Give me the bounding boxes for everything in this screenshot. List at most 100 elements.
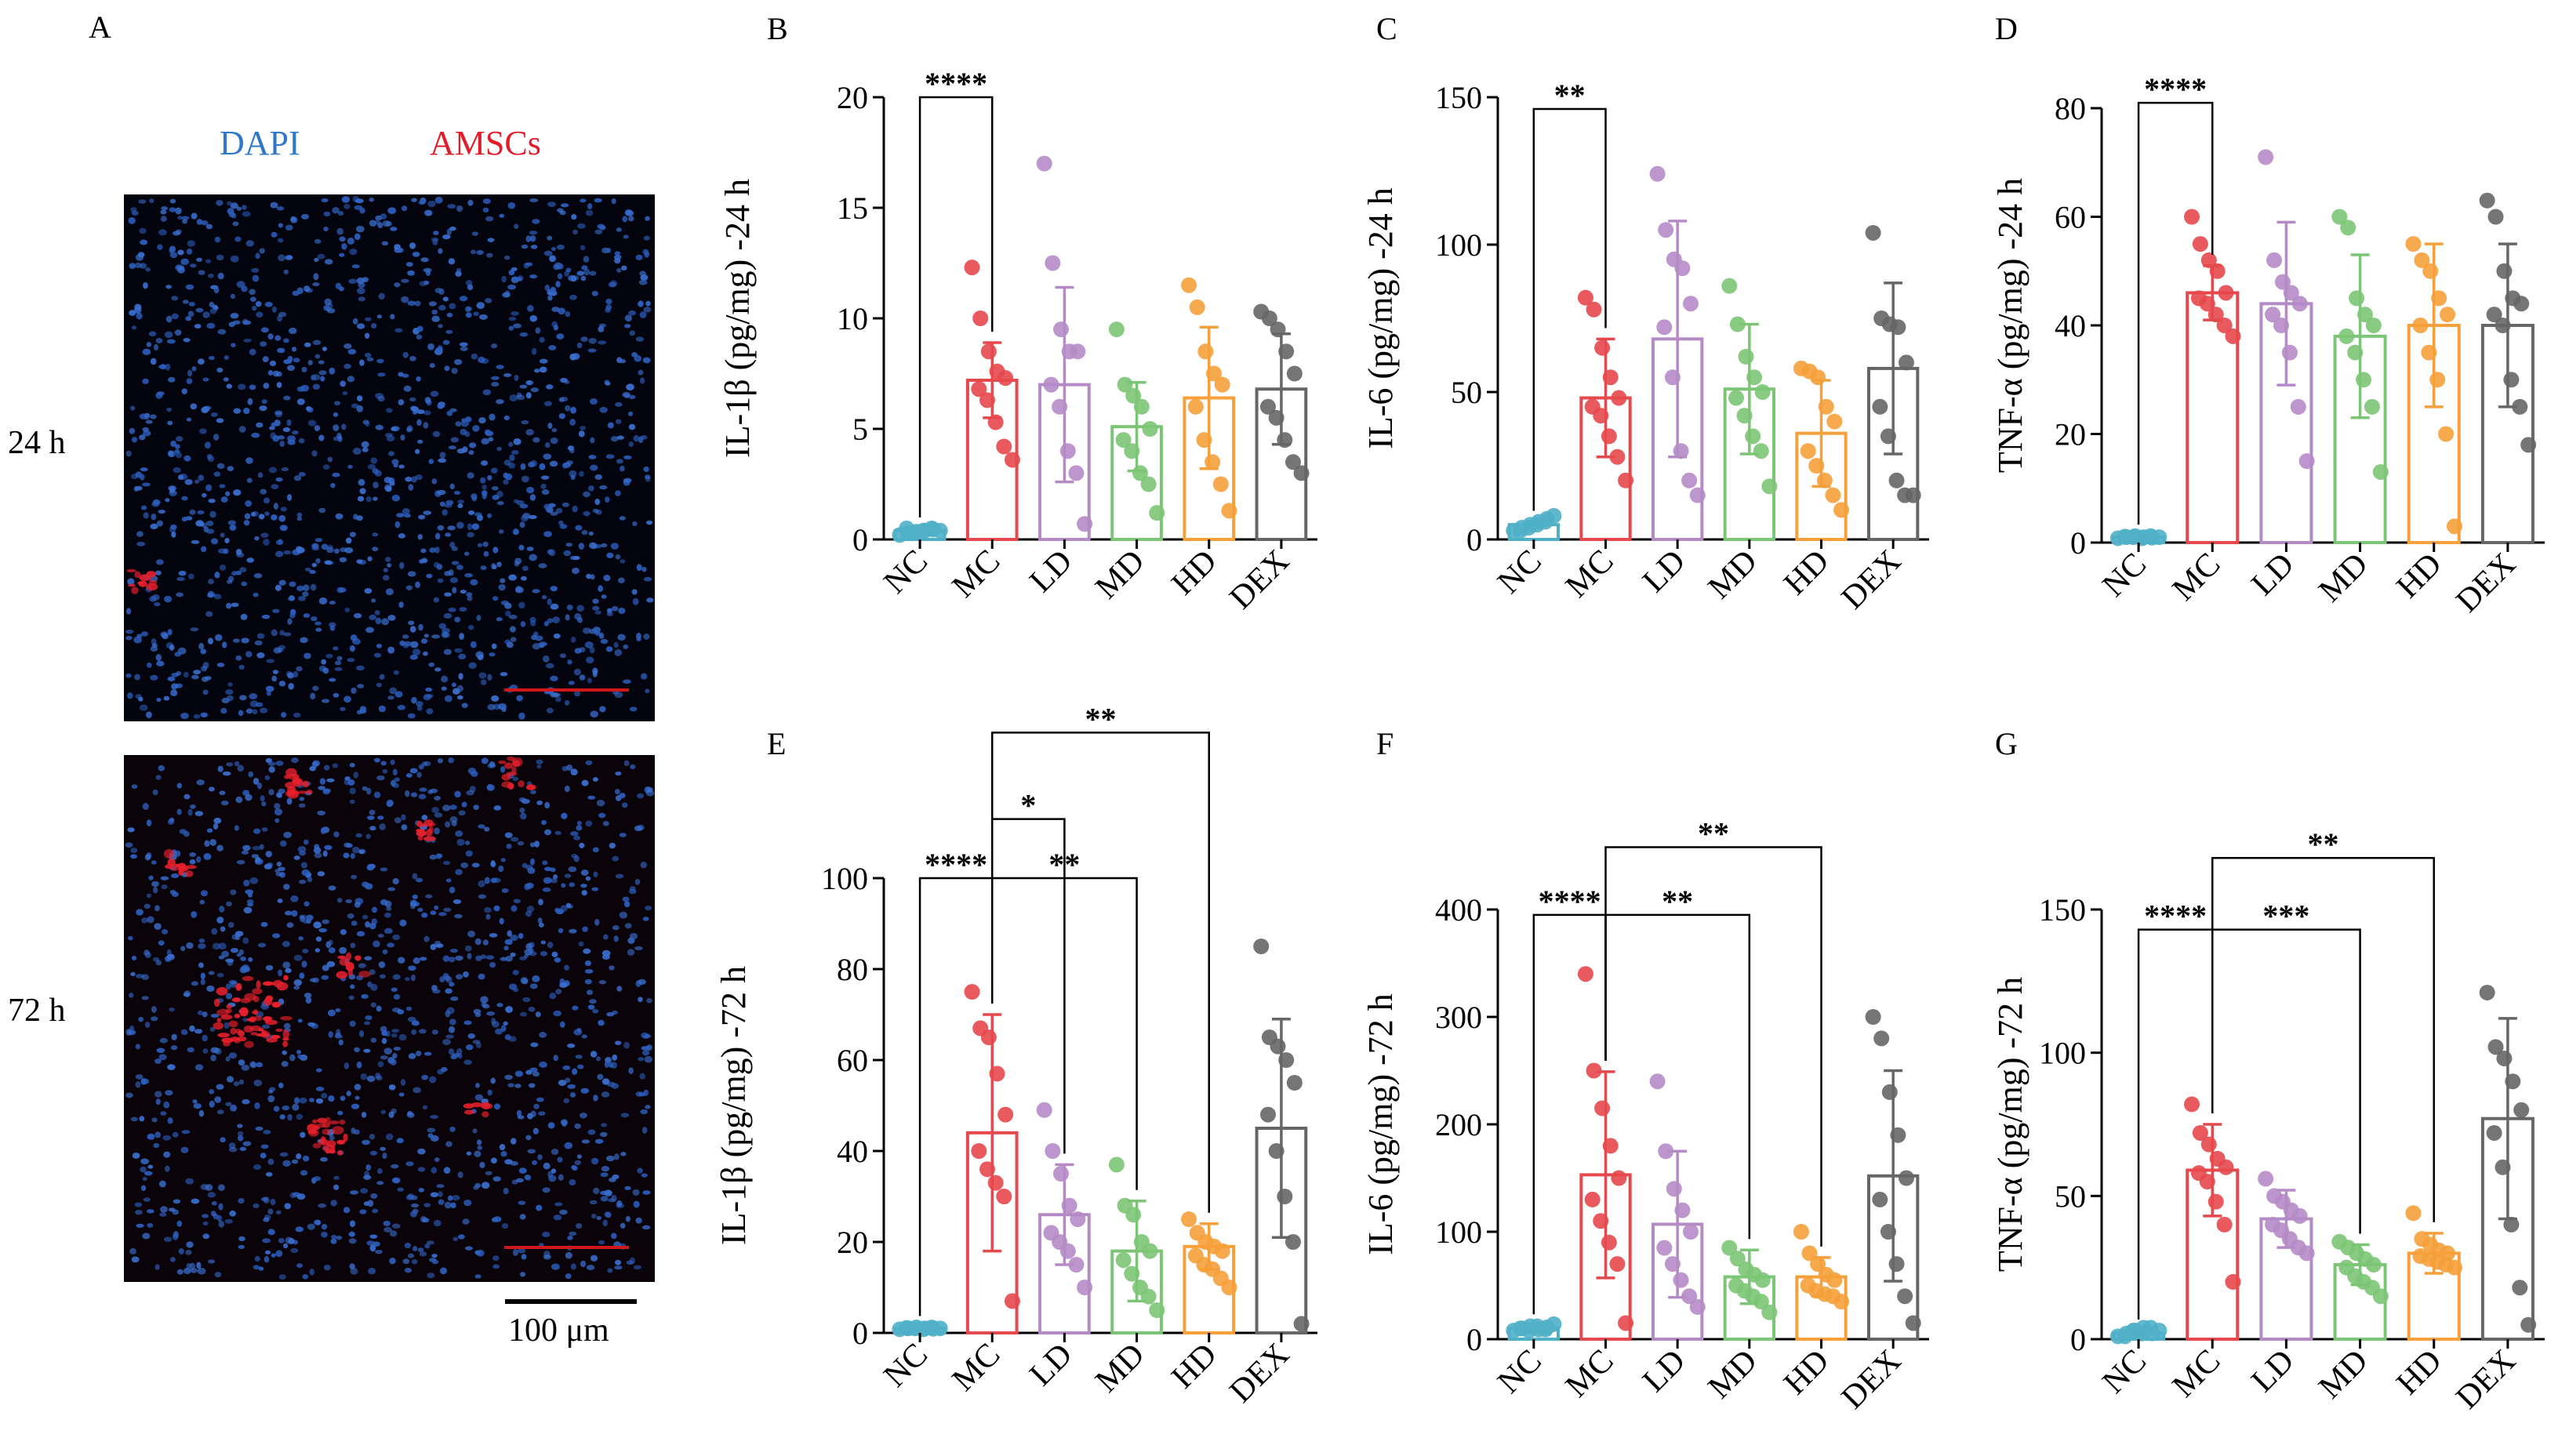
nucleus-dot xyxy=(474,1274,481,1279)
data-point xyxy=(2412,318,2429,333)
nucleus-dot xyxy=(279,525,288,532)
amsc-dot xyxy=(228,1020,238,1028)
nucleus-dot xyxy=(446,312,453,318)
nucleus-dot xyxy=(260,795,265,802)
nucleus-dot xyxy=(354,1047,360,1053)
nucleus-dot xyxy=(254,1102,260,1109)
nucleus-dot xyxy=(249,289,256,296)
amsc-dot xyxy=(339,1119,346,1125)
nucleus-dot xyxy=(202,492,207,498)
nucleus-dot xyxy=(455,955,463,961)
nucleus-dot xyxy=(147,1222,154,1228)
nucleus-dot xyxy=(548,503,556,508)
nucleus-dot xyxy=(489,933,498,938)
amsc-dot xyxy=(242,975,254,982)
nucleus-dot xyxy=(457,1234,465,1240)
nucleus-dot xyxy=(637,793,645,799)
data-point xyxy=(2356,372,2372,388)
nucleus-dot xyxy=(367,464,376,470)
data-point xyxy=(997,1106,1014,1123)
nucleus-dot xyxy=(373,757,380,763)
data-point xyxy=(2372,463,2389,480)
nucleus-dot xyxy=(165,1090,173,1096)
nucleus-dot xyxy=(504,1074,514,1080)
nucleus-dot xyxy=(226,762,234,767)
nucleus-dot xyxy=(317,253,325,260)
nucleus-dot xyxy=(492,596,499,601)
nucleus-dot xyxy=(525,1175,532,1181)
nucleus-dot xyxy=(265,1171,273,1177)
nucleus-dot xyxy=(431,309,438,315)
nucleus-dot xyxy=(258,1266,264,1271)
nucleus-dot xyxy=(596,1056,601,1062)
nucleus-dot xyxy=(303,613,311,619)
data-point xyxy=(1761,1304,1778,1320)
nucleus-dot xyxy=(456,695,463,700)
nucleus-dot xyxy=(238,1236,245,1242)
nucleus-dot xyxy=(583,948,591,954)
amsc-dot xyxy=(263,997,273,1006)
data-point xyxy=(1286,365,1303,382)
x-tick-label: DEX xyxy=(1223,543,1296,617)
nucleus-dot xyxy=(129,1247,137,1254)
nucleus-dot xyxy=(282,427,291,432)
nucleus-dot xyxy=(200,1183,209,1190)
nucleus-dot xyxy=(576,1028,582,1033)
nucleus-dot xyxy=(518,712,525,720)
nucleus-dot xyxy=(592,626,601,634)
nucleus-dot xyxy=(234,825,239,831)
nucleus-dot xyxy=(293,670,299,678)
nucleus-dot xyxy=(419,787,427,792)
nucleus-dot xyxy=(392,877,399,884)
nucleus-dot xyxy=(513,499,519,503)
nucleus-dot xyxy=(553,1010,561,1017)
nucleus-dot xyxy=(125,635,133,641)
x-tick-label: MD xyxy=(1702,1343,1764,1406)
nucleus-dot xyxy=(155,654,162,662)
nucleus-dot xyxy=(646,520,653,525)
nucleus-dot xyxy=(512,970,519,975)
nucleus-dot xyxy=(208,786,215,792)
nucleus-dot xyxy=(181,388,187,394)
data-point xyxy=(1584,1191,1601,1207)
nucleus-dot xyxy=(580,426,586,430)
nucleus-dot xyxy=(301,366,307,373)
nucleus-dot xyxy=(354,1095,360,1100)
nucleus-dot xyxy=(207,273,214,278)
nucleus-dot xyxy=(369,969,376,975)
nucleus-dot xyxy=(389,1257,396,1265)
nucleus-dot xyxy=(362,1139,371,1146)
nucleus-dot xyxy=(374,610,380,615)
nucleus-dot xyxy=(525,392,532,399)
panel-letter-b: B xyxy=(767,11,788,46)
data-point xyxy=(2486,1124,2502,1141)
nucleus-dot xyxy=(228,1052,238,1059)
nucleus-dot xyxy=(372,546,379,552)
nucleus-dot xyxy=(423,510,432,515)
nucleus-dot xyxy=(209,301,215,307)
amsc-dot xyxy=(306,790,313,795)
nucleus-dot xyxy=(572,505,578,513)
nucleus-dot xyxy=(463,971,469,978)
nucleus-dot xyxy=(341,196,351,203)
nucleus-dot xyxy=(240,956,246,961)
panel-letter-f: F xyxy=(1376,726,1394,761)
nucleus-dot xyxy=(425,687,433,692)
nucleus-dot xyxy=(328,939,333,946)
nucleus-dot xyxy=(419,957,427,961)
nucleus-dot xyxy=(214,1096,222,1103)
nucleus-dot xyxy=(314,425,321,431)
nucleus-dot xyxy=(194,479,200,484)
data-point xyxy=(1546,1316,1562,1332)
nucleus-dot xyxy=(200,972,205,980)
nucleus-dot xyxy=(304,567,311,572)
nucleus-dot xyxy=(519,1011,528,1017)
nucleus-dot xyxy=(382,220,391,227)
nucleus-dot xyxy=(136,312,143,320)
data-point xyxy=(1115,1252,1132,1269)
nucleus-dot xyxy=(271,484,279,490)
nucleus-dot xyxy=(332,1184,340,1190)
nucleus-dot xyxy=(324,844,332,851)
data-point xyxy=(1673,1272,1689,1288)
